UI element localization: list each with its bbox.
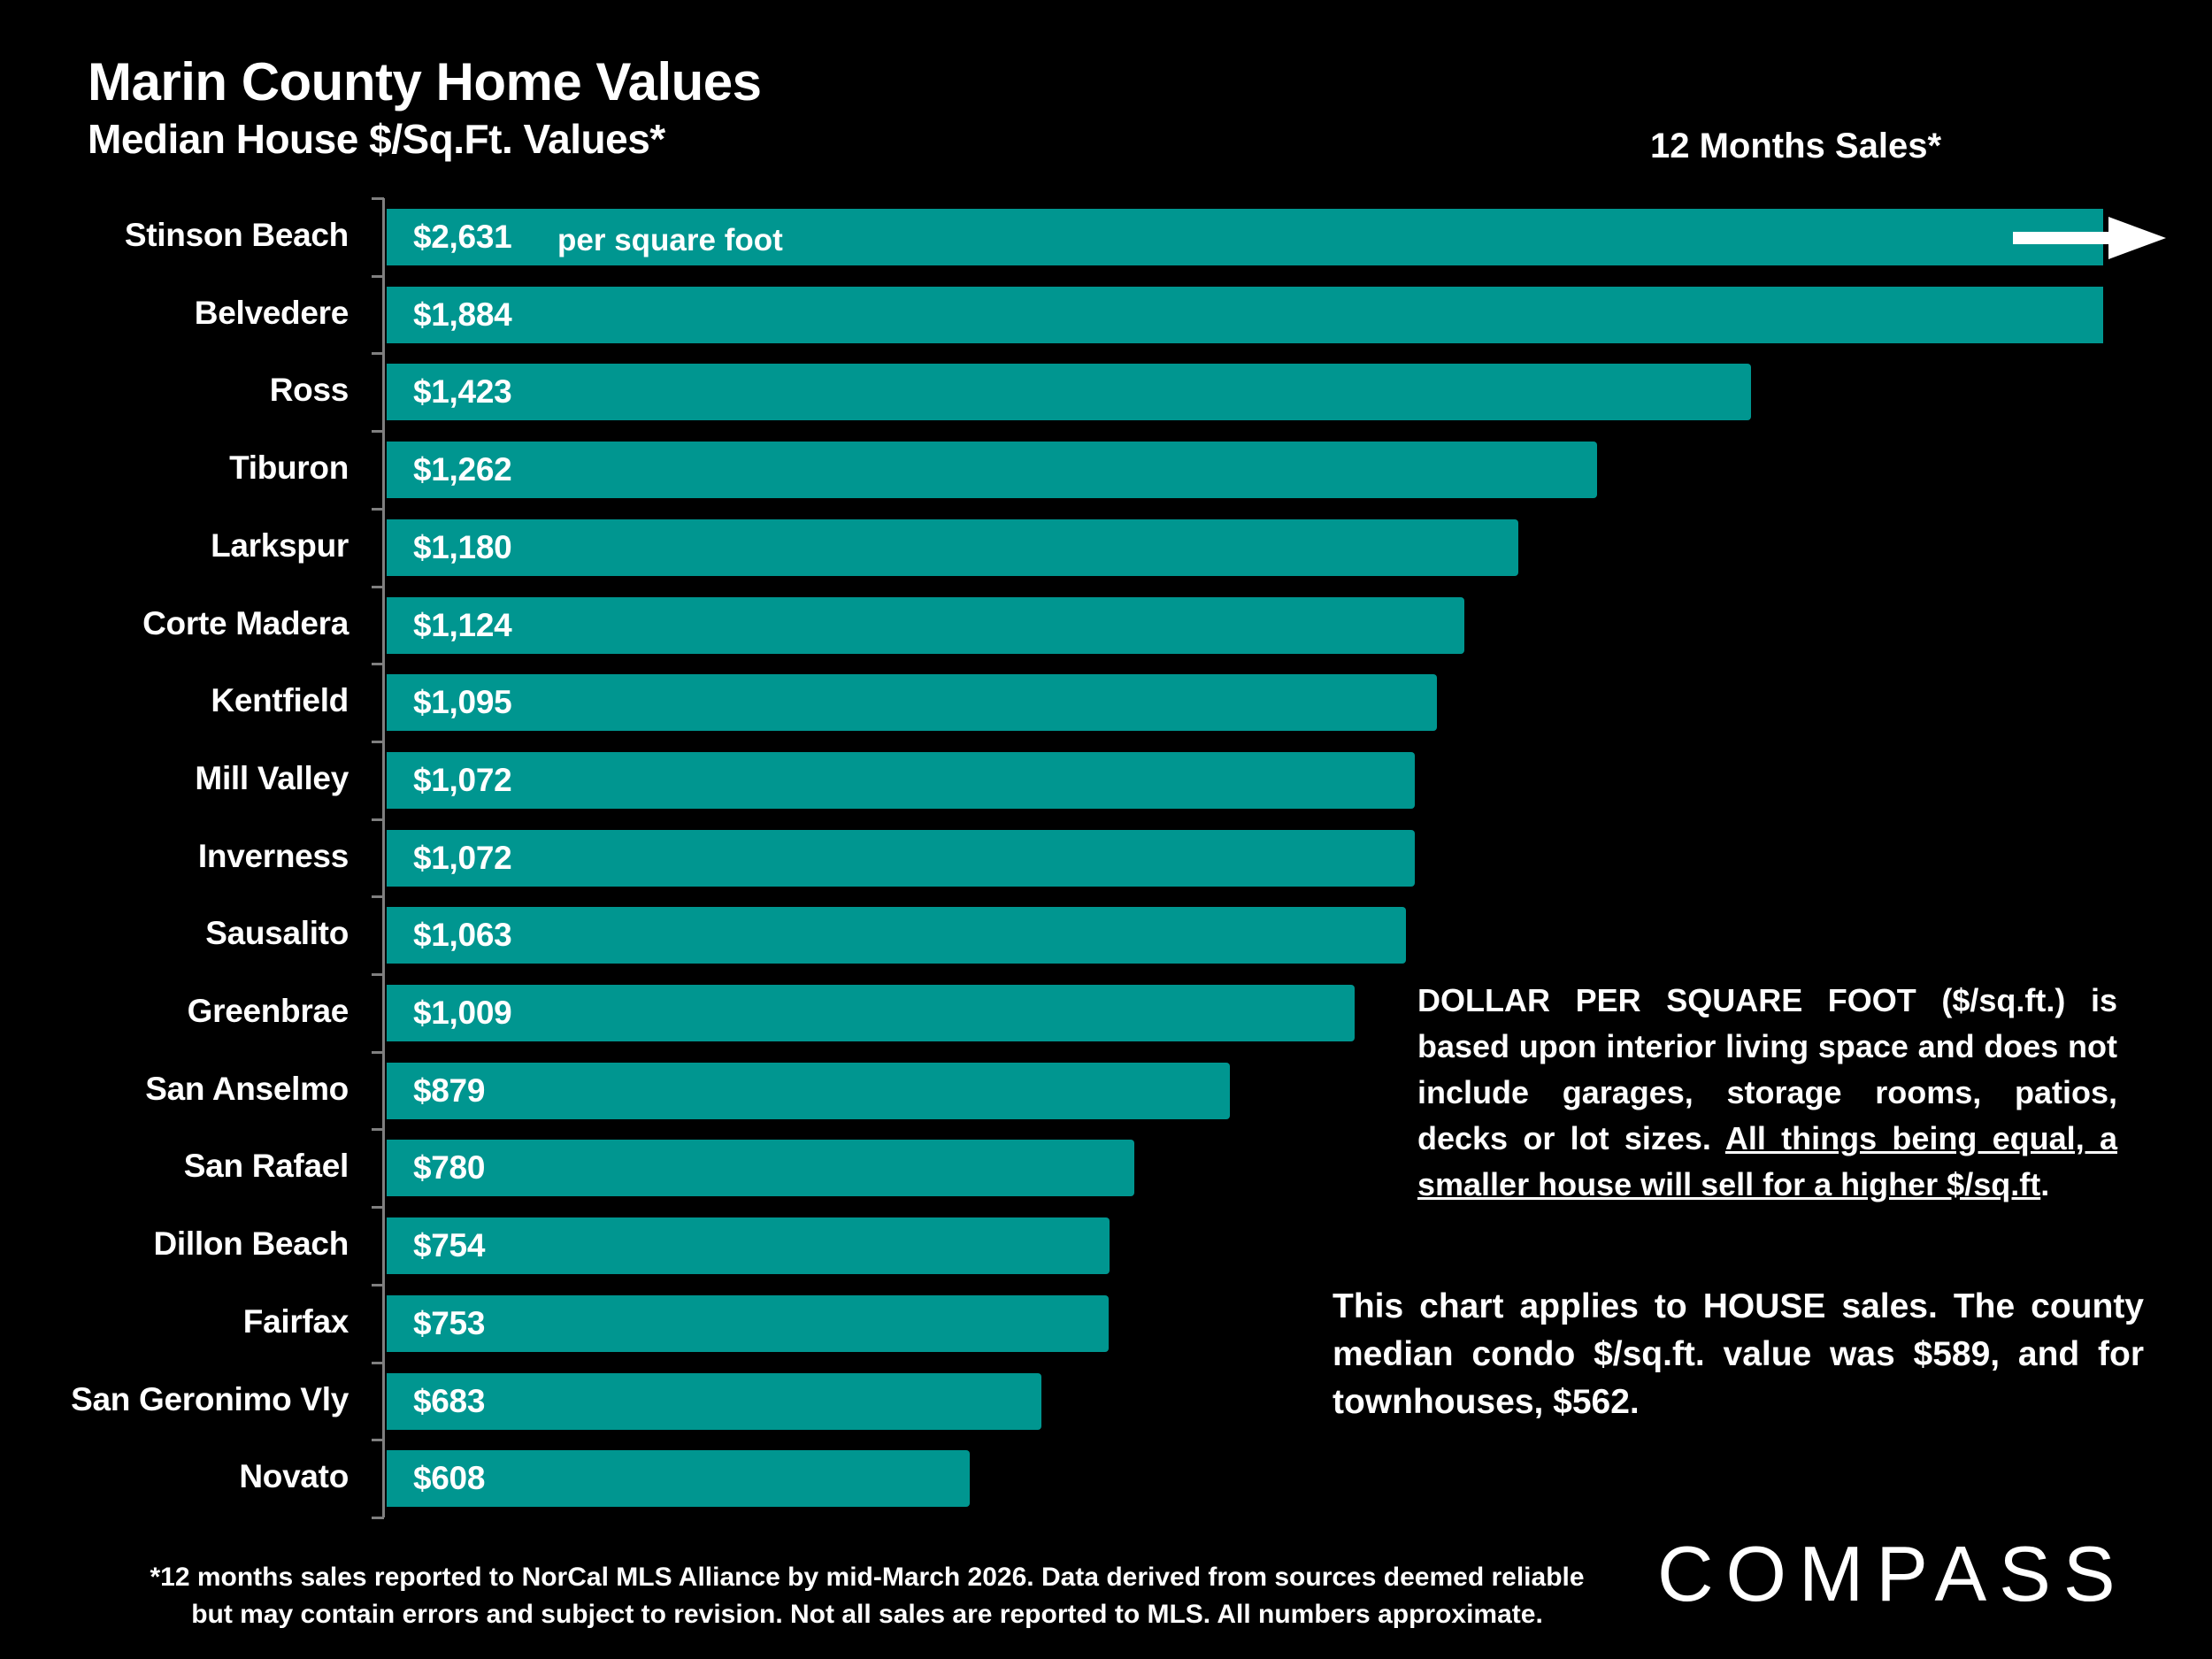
footer-line-2: but may contain errors and subject to re…	[191, 1600, 1543, 1629]
category-label: Belvedere	[194, 294, 349, 331]
data-label: $2,631	[413, 219, 512, 255]
chart-subtitle: Median House $/Sq.Ft. Values*	[88, 116, 665, 162]
y-axis-tick	[372, 895, 384, 899]
category-label: Fairfax	[242, 1302, 349, 1340]
category-label: San Geronimo Vly	[71, 1380, 349, 1417]
bar	[387, 751, 1415, 809]
bar	[387, 596, 1465, 654]
category-label: Novato	[239, 1458, 349, 1495]
definition-end: .	[2040, 1166, 2050, 1202]
bar	[387, 1450, 970, 1508]
unit-note: per square foot	[557, 223, 783, 257]
bar-chart: Stinson Beach $2,631 Belvedere $1,884 Ross $1…	[71, 197, 2103, 1519]
data-label: $1,009	[413, 995, 512, 1031]
y-axis-tick	[372, 352, 384, 356]
y-axis-tick	[372, 1050, 384, 1054]
y-axis-line	[382, 198, 385, 1517]
category-label: Larkspur	[211, 526, 349, 564]
bar	[387, 1372, 1042, 1430]
category-label: Ross	[269, 372, 349, 409]
y-axis-tick	[372, 1439, 384, 1442]
bar	[387, 364, 1752, 421]
category-label: Sausalito	[205, 915, 349, 952]
bar	[387, 985, 1355, 1041]
bar	[387, 286, 2103, 343]
definition-note: DOLLAR PER SQUARE FOOT ($/sq.ft.) is bas…	[1417, 978, 2117, 1208]
data-label: $1,180	[413, 528, 512, 565]
bar	[387, 1140, 1135, 1197]
y-axis-tick	[372, 1206, 384, 1210]
chart-title: Marin County Home Values	[88, 52, 762, 111]
category-label: Greenbrae	[187, 993, 349, 1029]
y-axis-tick	[372, 1361, 384, 1364]
data-label: $1,095	[413, 684, 512, 721]
y-axis-tick	[372, 740, 384, 743]
data-label: $753	[413, 1304, 486, 1341]
data-label: $683	[413, 1382, 486, 1419]
data-label: $1,423	[413, 373, 512, 411]
bar	[387, 1062, 1230, 1119]
y-axis-tick	[372, 585, 384, 588]
category-label: Kentfield	[211, 682, 349, 719]
footer: *12 months sales reported to NorCal MLS …	[88, 1559, 1646, 1633]
y-axis-tick	[372, 1283, 384, 1286]
data-label: $608	[413, 1460, 486, 1497]
bar	[387, 907, 1407, 964]
y-axis-tick	[372, 973, 384, 976]
definition-emphasis: All things being equal, a smaller house …	[1417, 1120, 2117, 1202]
data-label: $1,063	[413, 917, 512, 954]
compass-logo: COMPASS	[1657, 1530, 2128, 1617]
category-label: San Rafael	[183, 1148, 349, 1185]
y-axis-tick	[372, 197, 384, 200]
category-label: Inverness	[197, 837, 349, 874]
bar	[387, 442, 1597, 499]
house-note: This chart applies to HOUSE sales. The c…	[1333, 1287, 2144, 1421]
category-label: Corte Madera	[142, 604, 349, 641]
category-label: Dillon Beach	[153, 1225, 349, 1263]
data-label: $780	[413, 1149, 486, 1187]
footer-line-1: *12 months sales reported to NorCal MLS …	[150, 1563, 1585, 1592]
data-label: $1,884	[413, 296, 512, 333]
category-label: Stinson Beach	[124, 217, 349, 253]
legend-label: 12 Months Sales*	[1650, 127, 1942, 165]
category-label: San Anselmo	[145, 1070, 349, 1107]
data-label: $1,072	[413, 839, 512, 876]
y-axis-tick	[372, 1516, 384, 1519]
y-axis-tick	[372, 507, 384, 511]
bar	[387, 518, 1518, 576]
y-axis-tick	[372, 1128, 384, 1132]
bar	[387, 674, 1437, 732]
data-label: $1,262	[413, 451, 512, 488]
data-label: $1,124	[413, 606, 512, 643]
y-axis-tick	[372, 274, 384, 278]
bar	[387, 209, 2103, 265]
y-axis-tick	[372, 663, 384, 666]
data-label: $754	[413, 1227, 486, 1264]
arrow-right-icon	[2013, 217, 2166, 259]
y-axis-tick	[372, 818, 384, 821]
y-axis-tick	[372, 430, 384, 434]
bar	[387, 1294, 1110, 1352]
category-label: Tiburon	[229, 449, 349, 487]
bar	[387, 829, 1415, 887]
category-label: Mill Valley	[195, 759, 349, 796]
data-label: $879	[413, 1071, 486, 1109]
bar	[387, 1217, 1110, 1275]
data-label: $1,072	[413, 761, 512, 798]
definition-text: DOLLAR PER SQUARE FOOT ($/sq.ft.) is bas…	[1417, 982, 2117, 1156]
